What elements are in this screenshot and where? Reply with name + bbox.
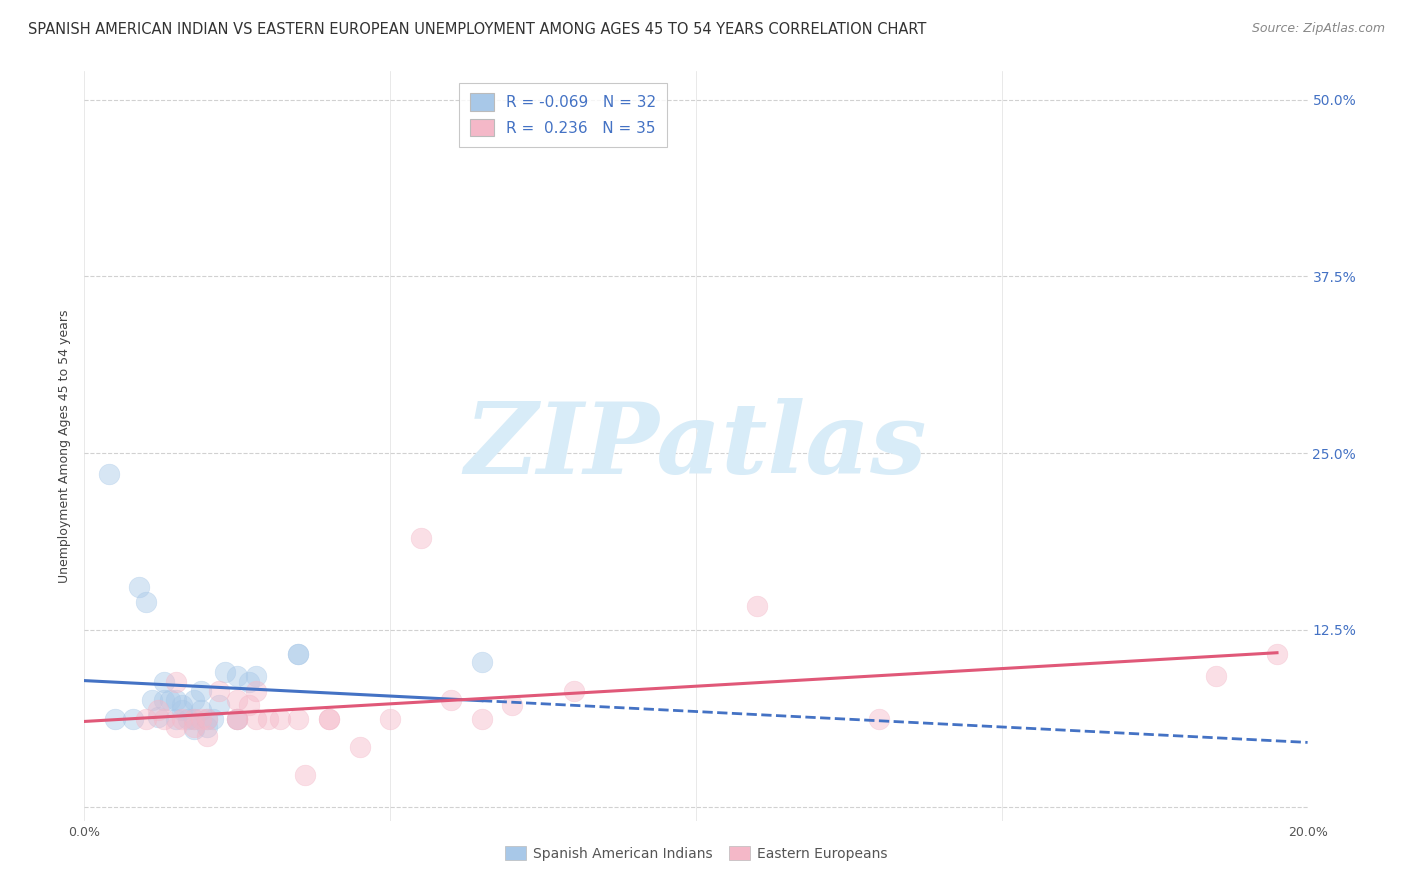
Point (146, 710, 169, 724)
Point (172, 703, 194, 717)
Point (287, 647, 309, 661)
Point (190, 683, 212, 698)
Point (135, 594, 157, 608)
Point (471, 712, 494, 726)
Text: Source: ZipAtlas.com: Source: ZipAtlas.com (1251, 22, 1385, 36)
Point (183, 720, 205, 734)
Point (165, 712, 187, 726)
Point (238, 675, 260, 690)
Point (257, 712, 280, 726)
Point (128, 580, 150, 594)
Text: SPANISH AMERICAN INDIAN VS EASTERN EUROPEAN UNEMPLOYMENT AMONG AGES 45 TO 54 YEA: SPANISH AMERICAN INDIAN VS EASTERN EUROP… (28, 22, 927, 37)
Point (245, 669, 267, 683)
Point (190, 703, 212, 717)
Point (318, 712, 340, 726)
Point (869, 712, 891, 726)
Point (349, 740, 371, 755)
Point (226, 712, 249, 726)
Point (195, 720, 218, 734)
Point (409, 531, 432, 545)
Point (1265, 647, 1288, 661)
Point (183, 712, 205, 726)
Point (183, 712, 205, 726)
Point (287, 712, 309, 726)
Point (245, 712, 267, 726)
Point (214, 665, 236, 680)
Point (471, 655, 494, 669)
Point (183, 722, 205, 736)
Point (502, 698, 524, 712)
Point (135, 712, 157, 726)
Point (318, 712, 340, 726)
Point (172, 712, 194, 726)
Point (104, 712, 127, 726)
Point (226, 669, 249, 683)
Point (177, 712, 200, 726)
Point (165, 693, 187, 707)
Point (195, 712, 218, 726)
Point (165, 675, 187, 690)
Point (245, 683, 267, 698)
Point (562, 683, 585, 698)
Point (226, 693, 249, 707)
Point (208, 683, 231, 698)
Point (238, 698, 260, 712)
Point (294, 768, 316, 782)
Point (141, 693, 163, 707)
Point (226, 712, 249, 726)
Point (747, 599, 769, 613)
Point (165, 720, 187, 734)
Point (201, 712, 224, 726)
Point (172, 698, 194, 712)
Point (1205, 669, 1227, 683)
Point (287, 647, 309, 661)
Point (153, 675, 176, 690)
Text: ZIPatlas: ZIPatlas (465, 398, 927, 494)
Point (159, 693, 181, 707)
Y-axis label: Unemployment Among Ages 45 to 54 years: Unemployment Among Ages 45 to 54 years (58, 310, 72, 582)
Point (226, 712, 249, 726)
Point (269, 712, 291, 726)
Point (208, 698, 231, 712)
Point (190, 712, 212, 726)
Legend: Spanish American Indians, Eastern Europeans: Spanish American Indians, Eastern Europe… (499, 840, 893, 866)
Point (97, 467, 120, 482)
Point (122, 712, 145, 726)
Point (380, 712, 402, 726)
Point (153, 712, 176, 726)
Point (195, 712, 218, 726)
Point (183, 693, 205, 707)
Point (440, 693, 463, 707)
Point (195, 729, 218, 743)
Point (146, 703, 169, 717)
Point (153, 693, 176, 707)
